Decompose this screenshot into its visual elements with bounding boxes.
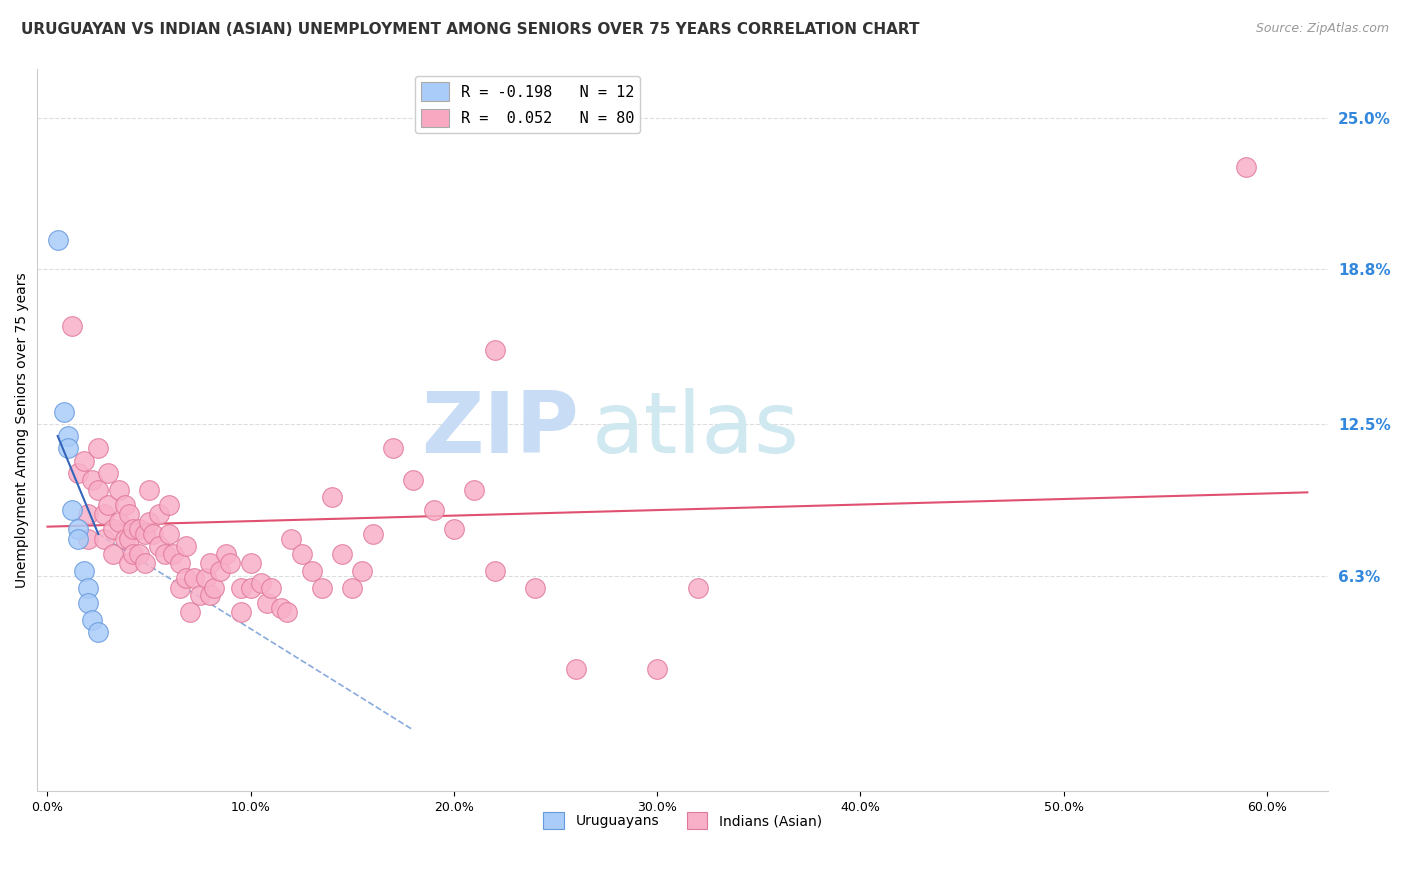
- Point: [260, 581, 283, 595]
- Point: [402, 473, 425, 487]
- Point: [484, 564, 506, 578]
- Text: Source: ZipAtlas.com: Source: ZipAtlas.com: [1256, 22, 1389, 36]
- Point: [195, 571, 218, 585]
- Point: [134, 557, 156, 571]
- Point: [174, 539, 197, 553]
- Point: [121, 522, 143, 536]
- Point: [77, 581, 100, 595]
- Point: [66, 522, 89, 536]
- Point: [524, 581, 547, 595]
- Point: [157, 527, 180, 541]
- Point: [443, 522, 465, 536]
- Point: [162, 547, 184, 561]
- Point: [82, 473, 104, 487]
- Point: [101, 522, 124, 536]
- Point: [270, 600, 292, 615]
- Point: [114, 498, 136, 512]
- Point: [138, 515, 160, 529]
- Point: [128, 547, 150, 561]
- Point: [107, 515, 129, 529]
- Point: [148, 508, 170, 522]
- Point: [1236, 160, 1258, 174]
- Point: [463, 483, 485, 497]
- Point: [60, 318, 83, 333]
- Point: [118, 557, 141, 571]
- Point: [169, 557, 191, 571]
- Point: [77, 596, 100, 610]
- Point: [183, 571, 205, 585]
- Point: [169, 581, 191, 595]
- Point: [321, 490, 343, 504]
- Point: [219, 557, 242, 571]
- Point: [280, 532, 302, 546]
- Point: [77, 532, 100, 546]
- Point: [60, 502, 83, 516]
- Point: [256, 596, 278, 610]
- Point: [229, 606, 252, 620]
- Point: [56, 429, 79, 443]
- Point: [301, 564, 323, 578]
- Point: [202, 581, 225, 595]
- Point: [381, 442, 404, 456]
- Point: [97, 498, 120, 512]
- Point: [215, 547, 238, 561]
- Point: [239, 581, 262, 595]
- Point: [174, 571, 197, 585]
- Point: [290, 547, 312, 561]
- Text: ZIP: ZIP: [422, 388, 579, 471]
- Point: [142, 527, 165, 541]
- Point: [73, 564, 96, 578]
- Point: [107, 483, 129, 497]
- Point: [66, 532, 89, 546]
- Point: [209, 564, 232, 578]
- Point: [330, 547, 353, 561]
- Point: [686, 581, 709, 595]
- Point: [87, 483, 110, 497]
- Point: [73, 453, 96, 467]
- Point: [157, 498, 180, 512]
- Point: [121, 547, 143, 561]
- Point: [188, 588, 211, 602]
- Y-axis label: Unemployment Among Seniors over 75 years: Unemployment Among Seniors over 75 years: [15, 272, 30, 588]
- Point: [128, 522, 150, 536]
- Point: [239, 557, 262, 571]
- Point: [155, 547, 177, 561]
- Point: [56, 442, 79, 456]
- Point: [352, 564, 374, 578]
- Point: [250, 576, 273, 591]
- Point: [422, 502, 444, 516]
- Point: [93, 508, 115, 522]
- Point: [77, 508, 100, 522]
- Point: [148, 539, 170, 553]
- Point: [52, 404, 75, 418]
- Legend: Uruguayans, Indians (Asian): Uruguayans, Indians (Asian): [537, 807, 827, 835]
- Point: [565, 662, 588, 676]
- Point: [484, 343, 506, 358]
- Point: [114, 532, 136, 546]
- Point: [46, 233, 69, 247]
- Point: [134, 527, 156, 541]
- Point: [93, 532, 115, 546]
- Point: [118, 508, 141, 522]
- Point: [645, 662, 668, 676]
- Point: [342, 581, 364, 595]
- Point: [361, 527, 384, 541]
- Point: [82, 613, 104, 627]
- Point: [276, 606, 298, 620]
- Text: URUGUAYAN VS INDIAN (ASIAN) UNEMPLOYMENT AMONG SENIORS OVER 75 YEARS CORRELATION: URUGUAYAN VS INDIAN (ASIAN) UNEMPLOYMENT…: [21, 22, 920, 37]
- Point: [66, 466, 89, 480]
- Text: atlas: atlas: [592, 388, 800, 471]
- Point: [87, 442, 110, 456]
- Point: [311, 581, 333, 595]
- Point: [179, 606, 201, 620]
- Point: [87, 625, 110, 640]
- Point: [198, 557, 221, 571]
- Point: [198, 588, 221, 602]
- Point: [101, 547, 124, 561]
- Point: [229, 581, 252, 595]
- Point: [97, 466, 120, 480]
- Point: [138, 483, 160, 497]
- Point: [118, 532, 141, 546]
